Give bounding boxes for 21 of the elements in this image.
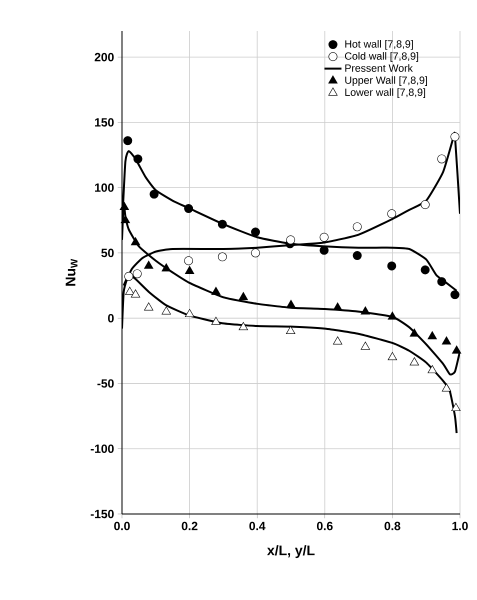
legend-label: Cold wall [7,8,9] [344, 52, 418, 62]
y-axis-title: Nu$_{W}$ [66, 258, 78, 286]
legend-label: Lower wall [7,8,9] [345, 88, 426, 98]
legend-label: Pressent Work [345, 64, 413, 72]
legend-label: Hot wall [7,8,9] [345, 40, 413, 50]
x-tick-label: 0.2 [182, 522, 198, 530]
x-axis-title: x/L, y/L [267, 545, 315, 558]
y-tick-label: -100 [90, 444, 114, 453]
x-tick-label: 0.6 [316, 522, 333, 530]
x-tick-label: 0.8 [384, 522, 400, 530]
x-tick-label: 1.0 [452, 522, 468, 530]
y-tick-label: 100 [95, 183, 114, 192]
x-tick-label: 0.0 [114, 522, 130, 530]
y-tick-label: 150 [95, 118, 114, 127]
y-tick-label: 200 [94, 52, 114, 62]
y-tick-label: 0 [108, 314, 114, 322]
y-tick-label: 50 [101, 248, 114, 258]
x-tick-label: 0.4 [249, 522, 266, 530]
y-tick-label: -50 [97, 379, 114, 388]
legend-label: Upper Wall [7,8,9] [345, 76, 428, 86]
y-tick-label: -150 [90, 510, 114, 518]
